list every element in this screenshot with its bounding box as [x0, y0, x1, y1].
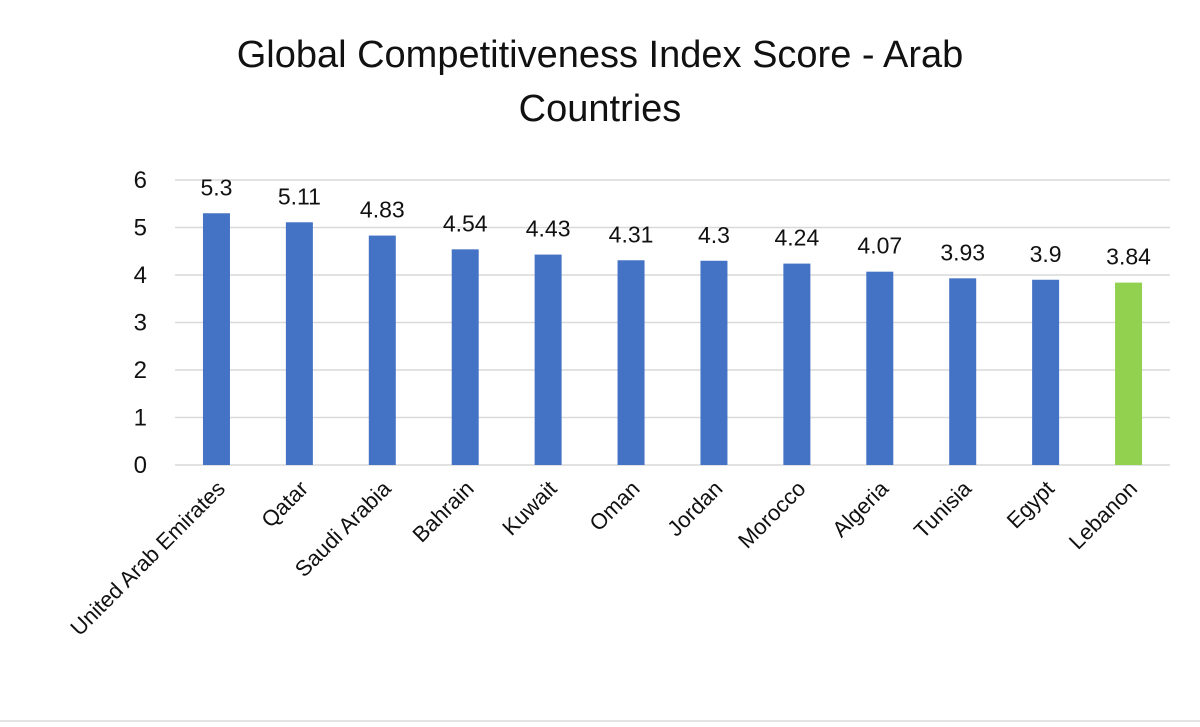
data-label: 4.31 — [609, 221, 654, 247]
data-label: 4.54 — [443, 210, 488, 236]
y-tick-label: 3 — [134, 310, 147, 337]
data-label: 4.07 — [857, 233, 902, 259]
chart-title-line-2: Countries — [518, 88, 682, 130]
x-tick-label: United Arab Emirates — [65, 476, 230, 641]
x-tick-label: Tunisia — [909, 475, 977, 543]
bar — [617, 260, 645, 465]
bar — [700, 260, 728, 465]
bar — [285, 222, 313, 465]
bar — [1115, 282, 1143, 465]
bar — [783, 263, 811, 465]
x-tick-label: Jordan — [662, 476, 727, 541]
y-tick-label: 1 — [134, 405, 147, 432]
bar — [451, 249, 479, 465]
bar — [1032, 279, 1060, 465]
x-tick-label: Lebanon — [1064, 476, 1142, 554]
data-label: 5.11 — [278, 183, 321, 209]
chart-title: Global Competitiveness Index Score - Ara… — [0, 28, 1200, 136]
x-tick-label: Qatar — [256, 476, 313, 533]
data-label: 5.3 — [200, 174, 232, 200]
y-tick-label: 5 — [134, 215, 147, 242]
x-tick-label: Oman — [585, 476, 645, 536]
x-tick-label: Bahrain — [407, 476, 478, 547]
bar — [368, 235, 396, 465]
y-tick-label: 4 — [134, 262, 147, 289]
bar — [534, 254, 562, 465]
x-tick-label: Kuwait — [497, 476, 561, 540]
data-label: 3.9 — [1030, 241, 1062, 267]
y-tick-label: 0 — [134, 452, 147, 479]
data-label: 4.3 — [698, 222, 730, 248]
data-label: 3.93 — [940, 239, 985, 265]
data-label: 4.24 — [774, 225, 819, 251]
y-tick-label: 2 — [134, 357, 147, 384]
data-label: 4.83 — [360, 197, 405, 223]
x-tick-label: Algeria — [827, 475, 894, 542]
bar — [866, 271, 894, 465]
bar — [202, 213, 230, 465]
x-tick-label: Egypt — [1002, 476, 1059, 533]
bar — [949, 278, 977, 465]
y-tick-label: 6 — [134, 167, 147, 194]
chart-title-line-1: Global Competitiveness Index Score - Ara… — [236, 34, 964, 76]
data-label: 3.84 — [1106, 244, 1151, 270]
data-label: 4.43 — [526, 216, 571, 242]
x-tick-label: Morocco — [733, 476, 810, 553]
